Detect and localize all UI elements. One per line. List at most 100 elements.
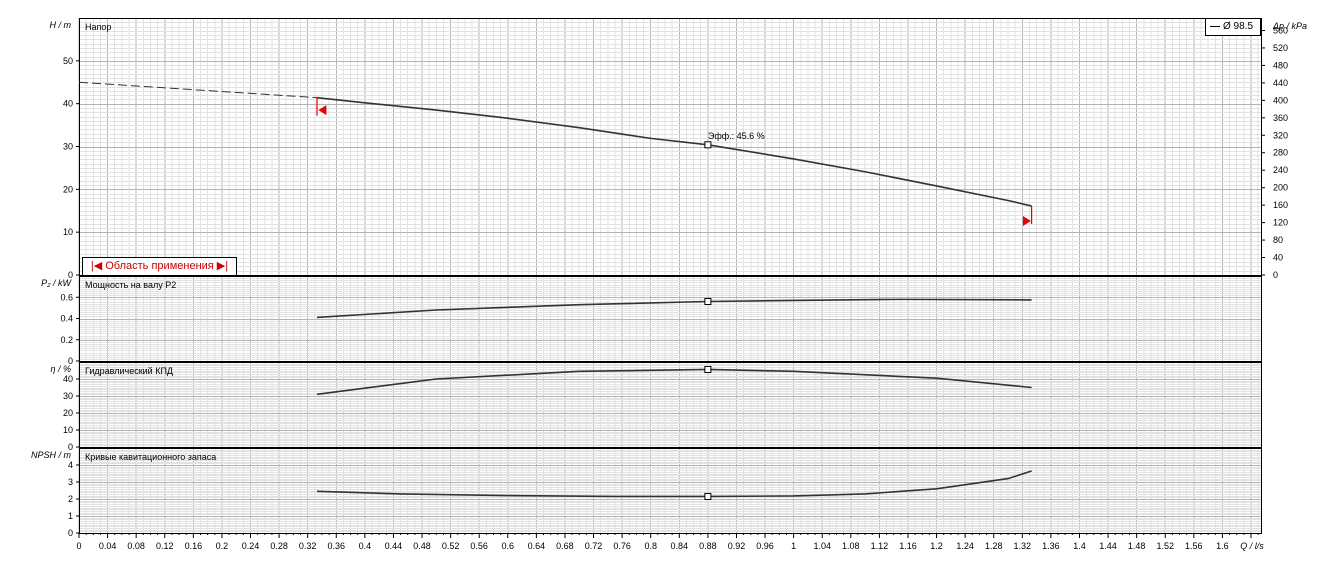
y-tick-label: 2 [68,494,73,504]
panel-2: 0 10 20 30 40η / % Гидравлический КПД [50,362,1262,452]
x-tick-label: 1.12 [871,541,889,551]
application-range-label: |◀ Область применения ▶| [82,257,237,276]
duty-point-marker [704,492,712,500]
y-tick-label: 0 [68,528,73,538]
y-tick-label: 40 [63,374,73,384]
x-tick-label: 1.48 [1128,541,1146,551]
y2-tick-label: 40 [1273,253,1283,263]
x-tick-label: 0 [76,541,81,551]
x-tick-label: 1.6 [1216,541,1229,551]
legend-label: Ø 98.5 [1223,21,1254,32]
y2-axis-label: Δp / kPa [1272,21,1307,31]
x-tick-label: 0.96 [756,541,774,551]
y-tick-label: 0 [68,356,73,366]
x-tick-label: 1.16 [899,541,917,551]
y-tick-label: 20 [63,408,73,418]
panel-title: Гидравлический КПД [85,366,173,376]
y-tick-label: 40 [63,99,73,109]
extrapolated-curve [78,81,318,99]
x-tick-label: 1.24 [956,541,974,551]
x-tick-label: 0.6 [502,541,515,551]
x-tick-label: 1.2 [930,541,943,551]
y2-tick-label: 160 [1273,200,1288,210]
y2-tick-label: 560 [1273,25,1288,35]
x-tick-label: 1.04 [813,541,831,551]
duty-point-label: Эфф.: 45.6 % [708,131,765,141]
panel-1: 0 0.2 0.4 0.6 P₂ / kW Мощность на валу P2 [41,276,1262,366]
y-axis-label: NPSH / m [31,450,72,460]
y2-tick-label: 440 [1273,78,1288,88]
x-tick-label: 0.08 [127,541,145,551]
x-tick-label: 1.28 [985,541,1003,551]
x-tick-label: 0.76 [613,541,631,551]
panel-frame [79,276,1262,362]
x-tick-label: 1.44 [1099,541,1117,551]
y-axis-label: H / m [50,20,72,30]
x-tick-label: 0.24 [242,541,260,551]
y2-tick-label: 360 [1273,113,1288,123]
x-tick-label: 0.48 [413,541,431,551]
y-tick-label: 1 [68,511,73,521]
duty-point-marker [704,365,712,373]
y-tick-label: 0.2 [60,335,73,345]
x-tick-label: 1.52 [1156,541,1174,551]
y-axis-label: P₂ / kW [41,278,72,288]
y-tick-label: 4 [68,460,73,470]
panel-title: Напор [85,22,111,32]
x-tick-label: 0.92 [728,541,746,551]
y2-tick-label: 400 [1273,95,1288,105]
x-tick-label: 0.84 [671,541,689,551]
x-tick-label: 1.4 [1073,541,1086,551]
x-tick-label: 0.64 [528,541,546,551]
panel-frame [79,18,1262,276]
x-tick-label: 0.68 [556,541,574,551]
x-tick-label: 1.32 [1014,541,1032,551]
panel-title: Кривые кавитационного запаса [85,452,216,462]
x-tick-label: 0.16 [185,541,203,551]
y2-tick-label: 480 [1273,60,1288,70]
panel-frame [79,448,1262,534]
panel-0: 0 10 20 30 40 50 H / m Напор 0 40 80 120 160 200 240 28… [50,18,1307,280]
y2-tick-label: 120 [1273,218,1288,228]
x-tick-label: 0.44 [385,541,403,551]
y2-tick-label: 200 [1273,183,1288,193]
y-tick-label: 30 [63,391,73,401]
duty-point-marker [704,141,712,149]
y-tick-label: 0 [68,442,73,452]
x-tick-label: 0.88 [699,541,717,551]
x-tick-label: 0.04 [99,541,117,551]
y2-tick-label: 240 [1273,165,1288,175]
x-tick-label: 1.56 [1185,541,1203,551]
x-tick-label: 0.2 [216,541,229,551]
x-tick-label: 0.12 [156,541,174,551]
y-tick-label: 0.6 [60,292,73,302]
y2-tick-label: 80 [1273,235,1283,245]
x-tick-label: 1 [791,541,796,551]
y-tick-label: 3 [68,477,73,487]
x-axis-label: Q / l/s [1240,541,1264,551]
x-tick-label: 0.52 [442,541,460,551]
y-axis-label: η / % [50,364,71,374]
range-end-marker [1022,216,1031,227]
panel-frame [79,362,1262,448]
curve-line [316,96,1032,207]
legend: Ø 98.5 [1205,18,1261,36]
y2-tick-label: 520 [1273,43,1288,53]
y-tick-label: 10 [63,425,73,435]
x-tick-label: 0.72 [585,541,603,551]
y-tick-label: 0.4 [60,314,73,324]
duty-point-marker [704,298,712,305]
legend-swatch [1210,25,1220,27]
x-tick-label: 0.8 [644,541,657,551]
x-axis: 0 0.04 0.08 0.12 0.16 0.2 0.24 0.28 0.32 0.36 0.4 0… [76,533,1264,551]
x-tick-label: 1.08 [842,541,860,551]
y2-tick-label: 0 [1273,270,1278,280]
y-tick-label: 0 [68,270,73,280]
y-tick-label: 50 [63,56,73,66]
x-tick-label: 0.32 [299,541,317,551]
y2-tick-label: 320 [1273,130,1288,140]
x-tick-label: 0.4 [359,541,372,551]
y2-tick-label: 280 [1273,148,1288,158]
